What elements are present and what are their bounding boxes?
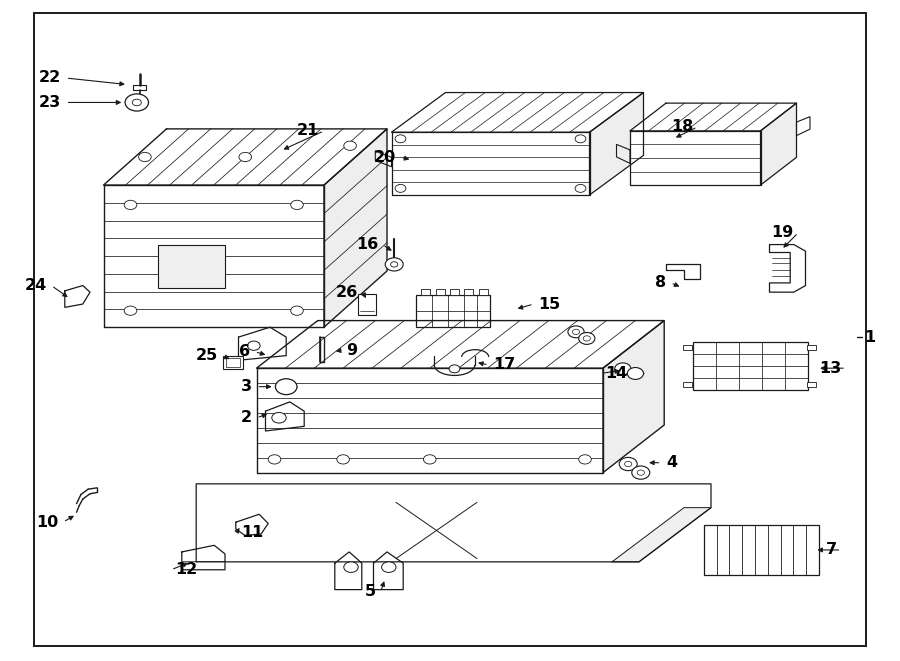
Circle shape	[385, 258, 403, 271]
Circle shape	[575, 184, 586, 192]
Polygon shape	[392, 93, 644, 132]
Text: 16: 16	[356, 237, 378, 252]
Circle shape	[619, 457, 637, 471]
Polygon shape	[182, 545, 225, 570]
Polygon shape	[770, 245, 806, 292]
Polygon shape	[612, 508, 711, 562]
Polygon shape	[133, 85, 146, 90]
Text: 26: 26	[336, 285, 358, 299]
Bar	[358, 294, 376, 315]
Circle shape	[395, 135, 406, 143]
Circle shape	[272, 412, 286, 423]
Polygon shape	[760, 103, 796, 185]
Text: 17: 17	[493, 358, 516, 372]
Text: 5: 5	[365, 584, 376, 599]
Text: 12: 12	[176, 563, 198, 577]
Bar	[807, 382, 816, 387]
Circle shape	[132, 99, 141, 106]
Circle shape	[275, 379, 297, 395]
Circle shape	[291, 200, 303, 210]
Bar	[683, 382, 692, 387]
Circle shape	[391, 262, 398, 267]
Text: 8: 8	[655, 276, 666, 290]
Text: 13: 13	[819, 361, 842, 375]
Circle shape	[632, 466, 650, 479]
Text: 10: 10	[36, 515, 58, 529]
Text: 24: 24	[24, 278, 47, 293]
Bar	[226, 358, 240, 367]
Bar	[436, 289, 445, 295]
Circle shape	[124, 200, 137, 210]
Polygon shape	[256, 368, 603, 473]
Text: 23: 23	[39, 95, 61, 110]
Polygon shape	[630, 103, 796, 131]
Text: 15: 15	[538, 297, 561, 311]
Circle shape	[575, 135, 586, 143]
Circle shape	[572, 329, 580, 334]
Circle shape	[395, 184, 406, 192]
Circle shape	[238, 153, 251, 162]
Polygon shape	[196, 484, 711, 562]
Bar	[421, 289, 430, 295]
Circle shape	[248, 341, 260, 350]
Circle shape	[423, 455, 436, 464]
Circle shape	[344, 562, 358, 572]
Text: 6: 6	[239, 344, 250, 359]
Circle shape	[344, 141, 356, 150]
Bar	[223, 356, 243, 369]
Text: 2: 2	[241, 410, 252, 425]
Polygon shape	[324, 129, 387, 327]
Circle shape	[625, 461, 632, 467]
Text: 7: 7	[826, 543, 837, 557]
Circle shape	[382, 562, 396, 572]
Bar	[704, 525, 819, 575]
Circle shape	[615, 363, 631, 375]
Circle shape	[139, 153, 151, 162]
Circle shape	[579, 332, 595, 344]
Circle shape	[583, 336, 590, 341]
Bar	[683, 345, 692, 350]
Circle shape	[291, 306, 303, 315]
Text: 22: 22	[39, 71, 61, 85]
Text: 20: 20	[374, 150, 396, 165]
Text: 19: 19	[771, 225, 794, 240]
Text: 18: 18	[670, 120, 693, 134]
Text: 1: 1	[864, 330, 875, 344]
Polygon shape	[104, 185, 324, 327]
Bar	[479, 289, 488, 295]
Circle shape	[337, 455, 349, 464]
Circle shape	[579, 455, 591, 464]
Circle shape	[637, 470, 644, 475]
Bar	[416, 295, 490, 327]
Text: 14: 14	[605, 366, 627, 381]
Text: 3: 3	[241, 379, 252, 394]
Bar	[450, 289, 459, 295]
Polygon shape	[630, 131, 760, 185]
Polygon shape	[590, 93, 644, 195]
Circle shape	[449, 365, 460, 373]
Circle shape	[125, 94, 148, 111]
Text: 11: 11	[241, 525, 264, 539]
Circle shape	[568, 326, 584, 338]
Polygon shape	[320, 337, 324, 362]
Polygon shape	[392, 132, 590, 195]
Polygon shape	[603, 321, 664, 473]
Polygon shape	[256, 321, 664, 368]
Circle shape	[124, 306, 137, 315]
Text: 25: 25	[195, 348, 218, 363]
Bar	[693, 342, 808, 390]
Text: 9: 9	[346, 343, 357, 358]
Polygon shape	[266, 402, 304, 431]
Circle shape	[627, 368, 644, 379]
Circle shape	[268, 455, 281, 464]
Bar	[807, 345, 816, 350]
Polygon shape	[104, 129, 387, 185]
Text: 4: 4	[666, 455, 677, 470]
Bar	[464, 289, 473, 295]
Bar	[158, 245, 225, 288]
Text: 21: 21	[297, 124, 320, 138]
